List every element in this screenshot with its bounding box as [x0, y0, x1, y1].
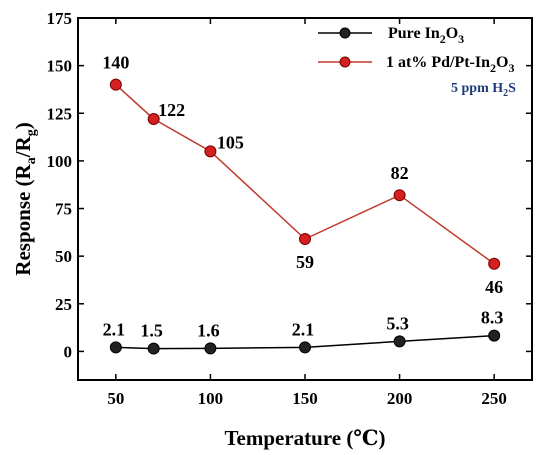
legend-label-pure: Pure In2O3	[388, 25, 464, 46]
series-layer	[109, 78, 501, 355]
y-tick-label: 175	[47, 9, 73, 28]
y-axis-title: Response (Ra/Rg)	[11, 122, 39, 275]
data-point-pure	[204, 342, 217, 355]
y-axis: 0 25 50 75 100 125 150 175	[47, 9, 532, 361]
y-tick-label: 25	[55, 295, 72, 314]
data-point-pure	[488, 329, 501, 342]
data-label-pure: 1.5	[140, 321, 163, 341]
data-point-pdpt	[147, 112, 160, 125]
data-labels: 2.1 1.5 1.6 2.1 5.3 8.3 140 122 105 59 82 46	[102, 53, 503, 341]
data-point-pure	[147, 342, 160, 355]
data-label-pdpt: 122	[158, 100, 185, 120]
data-label-pdpt: 46	[485, 277, 503, 297]
data-point-pdpt	[488, 257, 501, 270]
data-point-pdpt	[299, 233, 311, 246]
data-label-pure: 5.3	[386, 313, 409, 333]
data-label-pdpt: 59	[296, 252, 314, 272]
x-axis: 50 100 150 200 250	[107, 18, 507, 408]
data-label-pure: 2.1	[292, 319, 315, 339]
x-tick-label: 100	[198, 389, 224, 408]
legend-marker-pdpt	[339, 56, 351, 68]
x-tick-label: 50	[107, 389, 124, 408]
y-tick-label: 125	[47, 104, 73, 123]
data-point-pdpt	[393, 189, 406, 202]
data-label-pure: 2.1	[103, 319, 126, 339]
data-label-pdpt: 82	[391, 163, 409, 183]
x-axis-title: Temperature (℃)	[224, 426, 385, 450]
y-tick-label: 0	[64, 342, 73, 361]
series-line-pure	[115, 334, 495, 350]
data-point-pure	[109, 341, 122, 354]
x-tick-label: 150	[292, 389, 318, 408]
data-point-pure	[393, 335, 406, 348]
y-tick-label: 150	[47, 57, 73, 76]
x-tick-label: 200	[387, 389, 413, 408]
legend-label-pdpt: 1 at% Pd/Pt-In2O3	[386, 54, 514, 75]
gas-annotation: 5 ppm H2S	[451, 81, 516, 99]
legend: Pure In2O3 1 at% Pd/Pt-In2O3 5 ppm H2S	[318, 25, 516, 99]
data-label-pdpt: 105	[217, 132, 244, 152]
y-tick-label: 100	[47, 152, 73, 171]
series-line-pdpt	[115, 84, 495, 265]
data-point-pure	[299, 341, 311, 354]
x-tick-label: 250	[481, 389, 507, 408]
data-label-pure: 1.6	[197, 320, 220, 340]
data-label-pure: 8.3	[481, 308, 504, 328]
data-point-pdpt	[204, 145, 217, 158]
data-label-pdpt: 140	[102, 53, 129, 73]
legend-marker-pure	[339, 27, 351, 39]
y-tick-label: 50	[55, 247, 72, 266]
y-tick-label: 75	[55, 200, 72, 219]
data-point-pdpt	[109, 78, 122, 91]
